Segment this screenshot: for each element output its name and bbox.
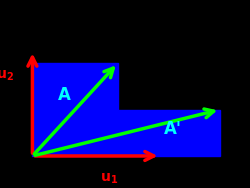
Text: $\mathbf{u_2}$: $\mathbf{u_2}$ bbox=[0, 69, 14, 83]
Text: A': A' bbox=[164, 120, 182, 138]
Polygon shape bbox=[32, 63, 220, 156]
Text: A: A bbox=[58, 86, 71, 104]
Text: $\mathbf{u_1}$: $\mathbf{u_1}$ bbox=[100, 171, 118, 186]
